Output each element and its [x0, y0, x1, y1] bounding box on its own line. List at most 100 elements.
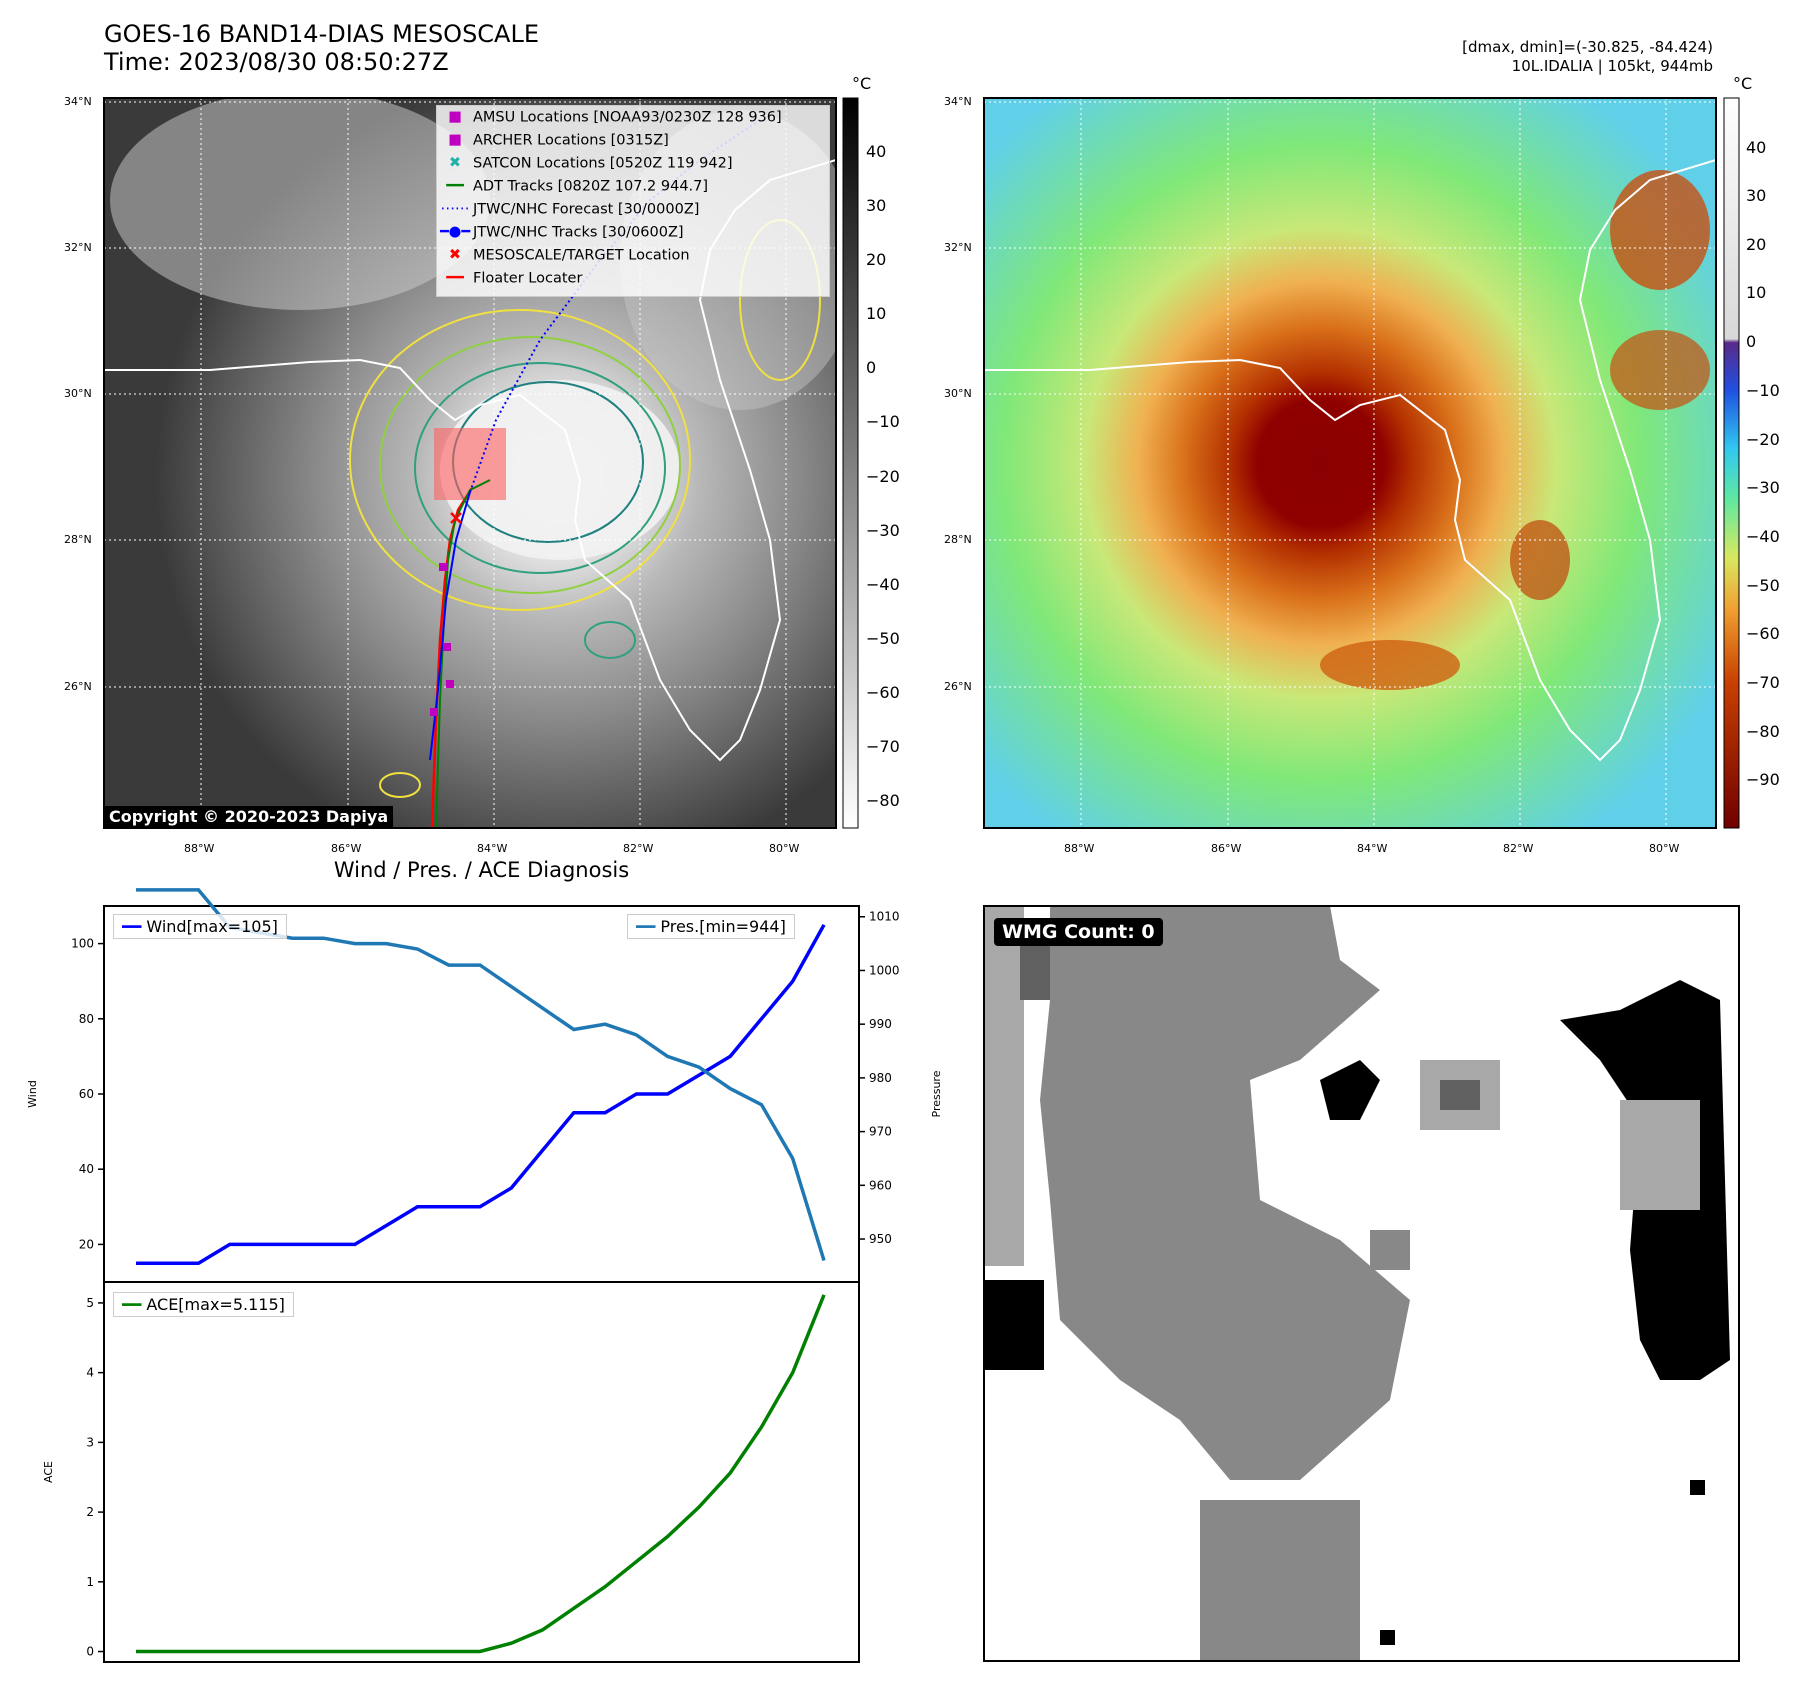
lat-label-30-right: 30°N [944, 387, 972, 400]
map-legend: ■ AMSU Locations [NOAA93/0230Z 128 936] ■… [436, 105, 830, 297]
square-marker-icon: ■ [448, 109, 462, 125]
legend-item: ━━ Floater Locater [437, 267, 829, 290]
line-marker-icon: ━━ [122, 1295, 142, 1314]
dias-cb-tick: −60 [1746, 624, 1780, 643]
line-marker-icon: ━━ [122, 917, 142, 936]
lon-label-84: 84°W [477, 842, 508, 855]
legend-item: ⋯⋯ JTWC/NHC Forecast [30/0000Z] [437, 198, 829, 221]
pressure-axis-label: Pressure [930, 1070, 943, 1117]
wind-tick-label: 40 [79, 1162, 94, 1176]
ir-cb-tick: −50 [866, 629, 900, 648]
dias-cb-tick: −80 [1746, 722, 1780, 741]
figure-title: GOES-16 BAND14-DIAS MESOSCALE Time: 2023… [104, 20, 540, 76]
lon-label-88: 88°W [184, 842, 215, 855]
wind-series-line [136, 923, 826, 1265]
dias-colorbar [1723, 97, 1740, 829]
wind-axis-label: Wind [26, 1080, 39, 1108]
lon-label-82: 82°W [623, 842, 654, 855]
lon-label-88-right: 88°W [1064, 842, 1095, 855]
ir-cb-tick: −20 [866, 467, 900, 486]
dias-cb-tick: 20 [1746, 235, 1767, 254]
ir-cb-tick: −60 [866, 683, 900, 702]
lat-label-32-right: 32°N [944, 241, 972, 254]
wmg-grid-image [984, 906, 1739, 1661]
ace-legend: ━━ ACE[max=5.115] [113, 1292, 294, 1317]
dias-cb-tick: 0 [1746, 332, 1757, 351]
ir-cb-tick: −30 [866, 521, 900, 540]
dias-cb-tick: −70 [1746, 673, 1780, 692]
lon-label-86-right: 86°W [1211, 842, 1242, 855]
pressure-legend: ━━ Pres.[min=944] [627, 914, 795, 939]
ir-colorbar [842, 97, 859, 829]
pressure-tick-label: 990 [869, 1017, 892, 1031]
dias-cb-tick: −40 [1746, 527, 1780, 546]
ace-tick-label: 1 [86, 1575, 94, 1589]
wind-tick-label: 20 [79, 1237, 94, 1251]
lon-label-80-right: 80°W [1649, 842, 1680, 855]
ir-cb-tick: −80 [866, 791, 900, 810]
pressure-axis-ticks: 950 960 970 980 990 1000 1010 [859, 910, 900, 1246]
lon-label-86: 86°W [331, 842, 362, 855]
ace-tick-label: 2 [86, 1505, 94, 1519]
dotted-line-icon: ⋯⋯ [440, 201, 470, 217]
lat-label-26: 26°N [64, 680, 92, 693]
ir-cb-tick: −10 [866, 412, 900, 431]
lat-label-34-right: 34°N [944, 95, 972, 108]
lon-label-84-right: 84°W [1357, 842, 1388, 855]
wind-legend-label: Wind[max=105] [146, 917, 278, 936]
dias-cb-tick: −10 [1746, 381, 1780, 400]
wind-pressure-frame [103, 905, 860, 1283]
dias-map-frame [983, 97, 1717, 829]
legend-item: ■ ARCHER Locations [0315Z] [437, 129, 829, 152]
dias-colorbar-unit: °C [1733, 74, 1753, 93]
ir-colorbar-unit: °C [852, 74, 872, 93]
dias-cb-tick: −90 [1746, 770, 1780, 789]
wmg-count-badge: WMG Count: 0 [994, 918, 1163, 946]
wind-axis-ticks: 20 40 60 80 100 [71, 937, 104, 1251]
ir-cb-tick: −70 [866, 737, 900, 756]
legend-item: ━●━ JTWC/NHC Tracks [30/0600Z] [437, 221, 829, 244]
lat-label-28-right: 28°N [944, 533, 972, 546]
line-dot-marker-icon: ━●━ [439, 224, 471, 240]
legend-item: ■ AMSU Locations [NOAA93/0230Z 128 936] [437, 106, 829, 129]
line-marker-icon: ━━ [446, 270, 464, 286]
dmax-dmin-text: [dmax, dmin]=(-30.825, -84.424) [1462, 38, 1713, 56]
wind-legend: ━━ Wind[max=105] [113, 914, 287, 939]
ace-tick-label: 0 [86, 1645, 94, 1659]
square-marker-icon: ■ [448, 132, 462, 148]
lon-label-82-right: 82°W [1503, 842, 1534, 855]
dias-cb-tick: −20 [1746, 430, 1780, 449]
wind-tick-label: 100 [71, 937, 94, 951]
ir-cb-tick: 30 [866, 196, 887, 215]
dias-cb-tick: −30 [1746, 478, 1780, 497]
legend-item: ✖ SATCON Locations [0520Z 119 942] [437, 152, 829, 175]
ir-map-frame [103, 97, 837, 829]
ace-series-line [136, 1294, 826, 1654]
lat-label-32: 32°N [64, 241, 92, 254]
ir-cb-tick: 10 [866, 304, 887, 323]
lat-label-34: 34°N [64, 95, 92, 108]
wmg-frame [983, 905, 1740, 1662]
dias-cb-tick: 10 [1746, 283, 1767, 302]
ir-cb-tick: 0 [866, 358, 877, 377]
lat-label-30: 30°N [64, 387, 92, 400]
pressure-tick-label: 960 [869, 1178, 892, 1192]
wind-tick-label: 60 [79, 1087, 94, 1101]
pressure-legend-label: Pres.[min=944] [660, 917, 786, 936]
pressure-tick-label: 1010 [869, 910, 900, 924]
dias-cb-tick: 40 [1746, 138, 1767, 157]
ace-tick-label: 3 [86, 1435, 94, 1449]
ace-axis-label: ACE [42, 1461, 55, 1483]
pressure-tick-label: 980 [869, 1071, 892, 1085]
x-marker-icon: ✖ [448, 155, 462, 171]
legend-item: ✖ MESOSCALE/TARGET Location [437, 244, 829, 267]
x-marker-icon: ✖ [448, 247, 462, 263]
legend-item: ━━ ADT Tracks [0820Z 107.2 944.7] [437, 175, 829, 198]
storm-info: [dmax, dmin]=(-30.825, -84.424) 10L.IDAL… [1462, 38, 1713, 76]
line-marker-icon: ━━ [446, 178, 464, 194]
ace-axis-ticks: 0 1 2 3 4 5 [86, 1296, 104, 1659]
pressure-tick-label: 1000 [869, 963, 900, 977]
ace-tick-label: 5 [86, 1296, 94, 1310]
ir-cb-tick: −40 [866, 575, 900, 594]
